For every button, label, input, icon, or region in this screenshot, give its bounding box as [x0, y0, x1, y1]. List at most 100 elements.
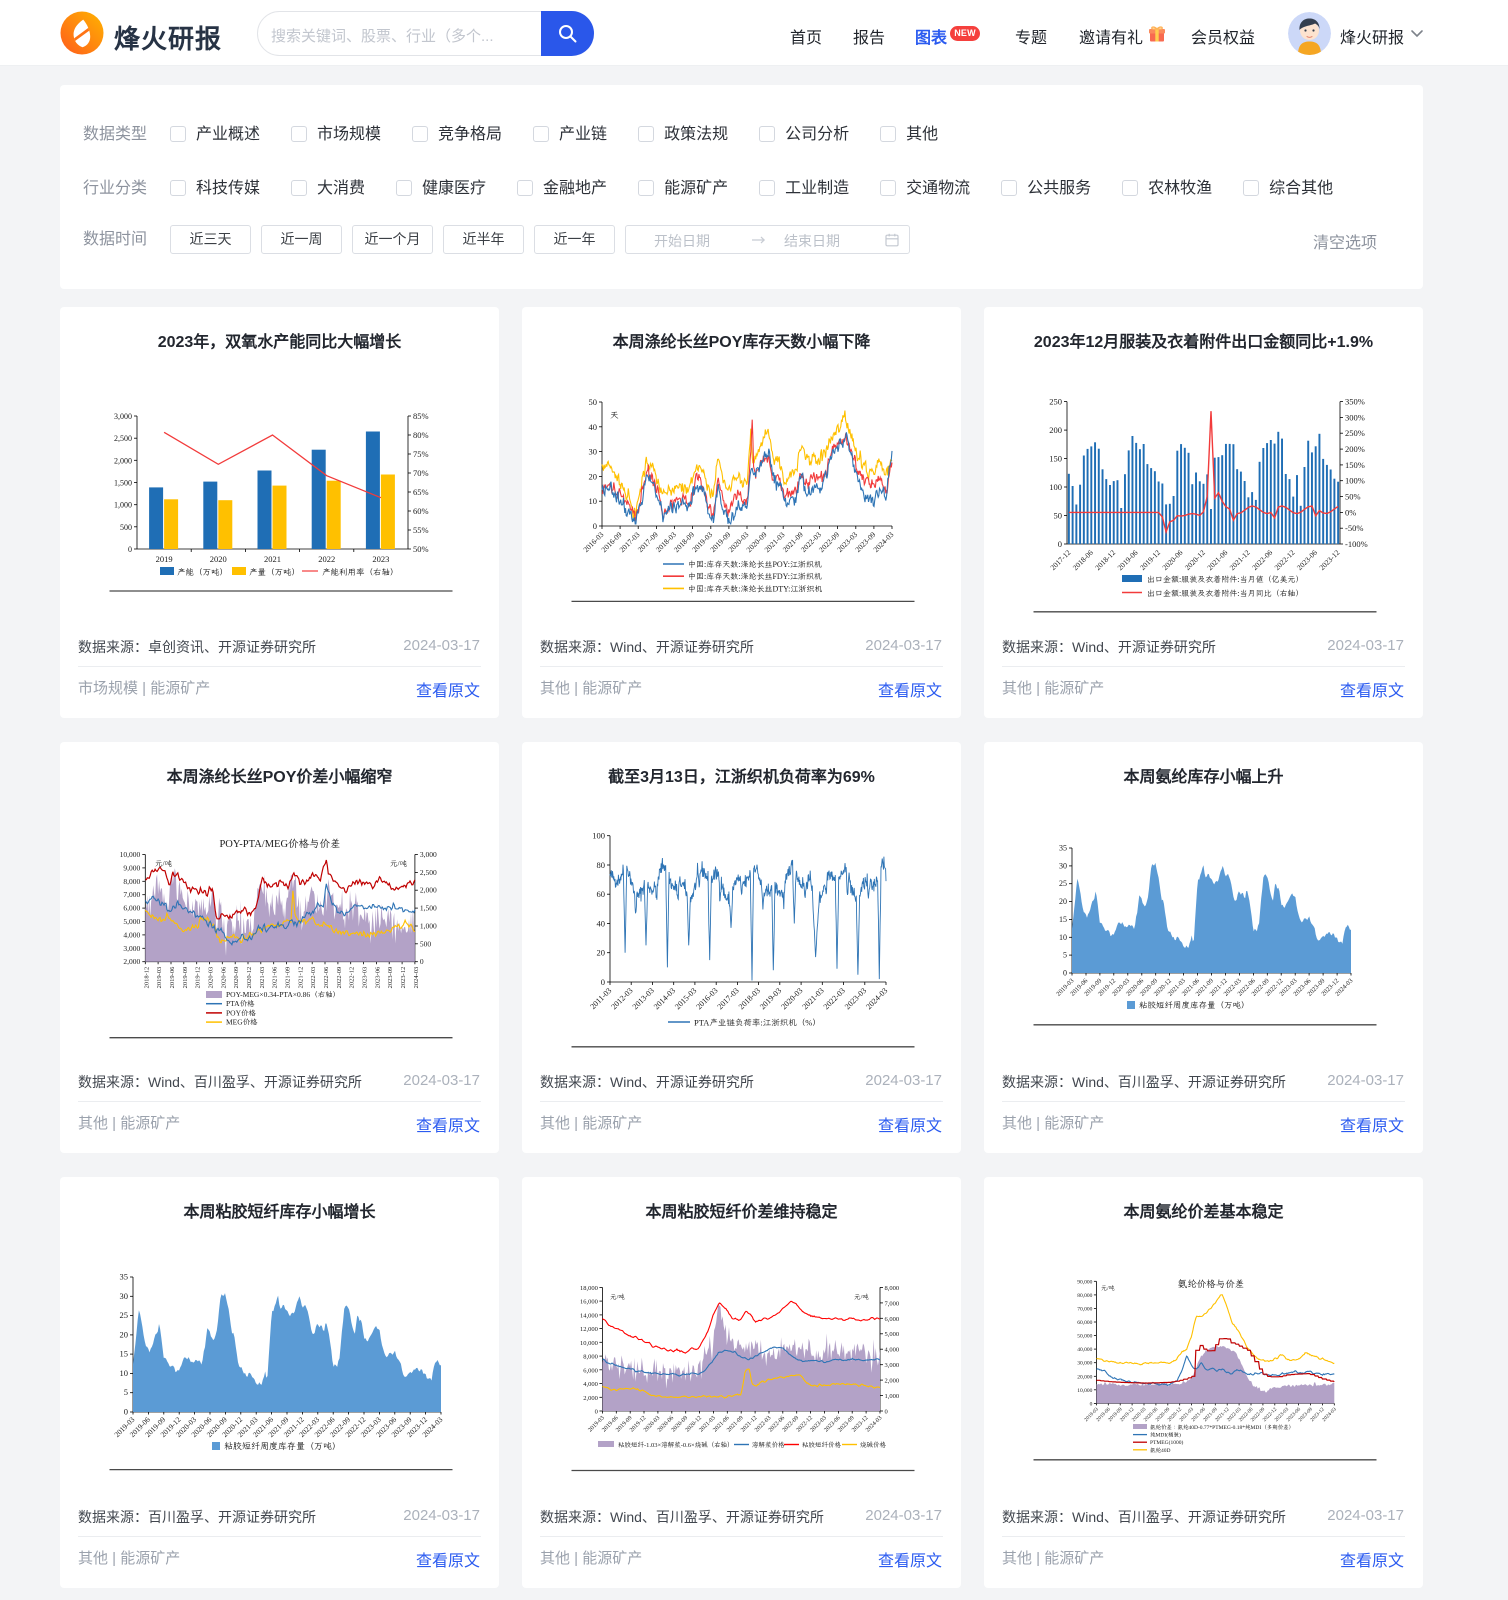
svg-text:1,000: 1,000: [420, 922, 437, 931]
svg-text:2019-03: 2019-03: [758, 986, 783, 1011]
svg-text:6,000: 6,000: [885, 1316, 900, 1323]
svg-text:2020-03: 2020-03: [207, 967, 214, 989]
svg-text:POY-MEG×0.34-PTA×0.86（右轴）: POY-MEG×0.34-PTA×0.86（右轴）: [226, 990, 340, 999]
svg-text:20: 20: [597, 948, 606, 958]
svg-text:2022-12: 2022-12: [1273, 548, 1297, 572]
svg-text:100%: 100%: [1345, 476, 1365, 486]
svg-text:5,000: 5,000: [885, 1331, 900, 1338]
svg-text:2021-06: 2021-06: [272, 966, 279, 988]
svg-text:2021-06: 2021-06: [1205, 548, 1229, 572]
svg-text:15: 15: [1059, 915, 1067, 924]
svg-text:35: 35: [1059, 844, 1067, 853]
svg-text:0%: 0%: [1345, 507, 1356, 517]
svg-text:4,000: 4,000: [123, 930, 140, 939]
svg-text:2021-12: 2021-12: [297, 967, 304, 989]
svg-text:350%: 350%: [1345, 397, 1365, 407]
svg-text:粘胶短纤周度库存量（万吨）: 粘胶短纤周度库存量（万吨）: [1139, 1000, 1250, 1010]
svg-text:3,000: 3,000: [885, 1362, 900, 1369]
svg-text:2022-06: 2022-06: [323, 966, 330, 988]
svg-text:10,000: 10,000: [1077, 1388, 1092, 1394]
svg-text:0: 0: [128, 545, 132, 554]
svg-text:30: 30: [1059, 861, 1067, 870]
svg-text:0: 0: [124, 1407, 128, 1417]
svg-text:50: 50: [1054, 511, 1063, 521]
svg-text:2016-03: 2016-03: [694, 986, 719, 1011]
svg-text:POY-PTA/MEG价格与价差: POY-PTA/MEG价格与价差: [219, 837, 340, 850]
svg-text:2018-03: 2018-03: [737, 986, 762, 1011]
svg-text:10: 10: [120, 1368, 129, 1378]
svg-text:500: 500: [420, 939, 432, 948]
svg-text:2021-03: 2021-03: [800, 986, 825, 1011]
svg-text:2023-12: 2023-12: [1317, 548, 1341, 572]
svg-text:2018-06: 2018-06: [1071, 548, 1095, 572]
svg-text:2020-12: 2020-12: [1183, 548, 1207, 572]
svg-text:粘胶短纤价格: 粘胶短纤价格: [802, 1441, 842, 1449]
svg-text:1,500: 1,500: [114, 479, 132, 488]
svg-text:15: 15: [120, 1349, 129, 1359]
svg-text:2021-09: 2021-09: [285, 967, 292, 989]
svg-text:2012-03: 2012-03: [609, 986, 634, 1011]
svg-text:2023-06: 2023-06: [374, 966, 381, 988]
svg-text:产能利用率（右轴）: 产能利用率（右轴）: [322, 567, 399, 577]
svg-text:14,000: 14,000: [580, 1312, 598, 1319]
svg-text:产量（万吨）: 产量（万吨）: [249, 567, 300, 577]
svg-text:氨纶价差：氨纶40D-0.77*PTMEG-0.18*纯MD: 氨纶价差：氨纶40D-0.77*PTMEG-0.18*纯MDI（多期价差）: [1150, 1424, 1294, 1431]
svg-text:元/吨: 元/吨: [155, 859, 173, 868]
svg-text:烧碱价格: 烧碱价格: [860, 1441, 887, 1449]
svg-text:2022-09: 2022-09: [336, 967, 343, 989]
svg-text:中国:库存天数:涤纶长丝DTY:江浙织机: 中国:库存天数:涤纶长丝DTY:江浙织机: [688, 584, 822, 593]
svg-text:2017-03: 2017-03: [716, 986, 741, 1011]
svg-text:150%: 150%: [1345, 460, 1365, 470]
svg-text:12,000: 12,000: [580, 1326, 598, 1333]
svg-text:20: 20: [120, 1329, 129, 1339]
svg-text:PTA价格: PTA价格: [226, 999, 255, 1008]
svg-text:中国:库存天数:涤纶长丝POY:江浙织机: 中国:库存天数:涤纶长丝POY:江浙织机: [688, 560, 822, 569]
svg-text:50%: 50%: [1345, 492, 1361, 502]
svg-text:元/吨: 元/吨: [854, 1294, 869, 1301]
svg-text:2019-12: 2019-12: [1138, 548, 1162, 572]
svg-text:20,000: 20,000: [1077, 1374, 1092, 1380]
svg-text:70,000: 70,000: [1077, 1306, 1092, 1312]
svg-text:10: 10: [1059, 933, 1067, 942]
svg-text:90,000: 90,000: [1077, 1279, 1092, 1285]
svg-text:150: 150: [1049, 454, 1062, 464]
svg-text:0: 0: [1058, 539, 1062, 549]
svg-text:35: 35: [120, 1272, 129, 1282]
svg-text:出口金额:服装及衣着附件:当月值（亿美元）: 出口金额:服装及衣着附件:当月值（亿美元）: [1147, 575, 1303, 584]
svg-text:2023-03: 2023-03: [843, 986, 868, 1011]
svg-text:2022-03: 2022-03: [822, 986, 847, 1011]
svg-text:5: 5: [124, 1387, 128, 1397]
svg-text:2,000: 2,000: [420, 886, 437, 895]
svg-text:1,000: 1,000: [885, 1393, 900, 1400]
svg-text:8,000: 8,000: [885, 1285, 900, 1292]
svg-text:2,000: 2,000: [885, 1378, 900, 1385]
svg-text:10: 10: [589, 496, 598, 506]
svg-text:80: 80: [597, 860, 606, 870]
svg-text:MEG价格: MEG价格: [226, 1018, 258, 1027]
svg-text:2021-12: 2021-12: [1228, 548, 1252, 572]
svg-text:2020-09: 2020-09: [233, 967, 240, 989]
svg-text:2023-06: 2023-06: [1295, 548, 1319, 572]
svg-text:元/吨: 元/吨: [610, 1294, 625, 1301]
svg-text:18,000: 18,000: [580, 1285, 598, 1292]
svg-text:POY价格: POY价格: [226, 1008, 257, 1017]
svg-text:40: 40: [597, 919, 606, 929]
svg-text:2,000: 2,000: [583, 1395, 598, 1402]
svg-text:100: 100: [1049, 482, 1062, 492]
svg-text:55%: 55%: [413, 525, 429, 535]
svg-text:4,000: 4,000: [583, 1381, 598, 1388]
svg-text:0: 0: [601, 977, 605, 987]
svg-text:7,000: 7,000: [885, 1300, 900, 1307]
svg-text:元/吨: 元/吨: [390, 859, 408, 868]
svg-text:2019-06: 2019-06: [169, 966, 176, 988]
svg-text:75%: 75%: [413, 449, 429, 459]
svg-text:0: 0: [595, 1409, 598, 1416]
svg-text:2023-03: 2023-03: [362, 967, 369, 989]
svg-text:10,000: 10,000: [120, 850, 141, 859]
svg-text:30,000: 30,000: [1077, 1361, 1092, 1367]
svg-text:0: 0: [420, 957, 424, 966]
svg-text:250%: 250%: [1345, 428, 1365, 438]
svg-text:50%: 50%: [413, 544, 429, 554]
svg-text:70%: 70%: [413, 468, 429, 478]
svg-text:6,000: 6,000: [583, 1367, 598, 1374]
